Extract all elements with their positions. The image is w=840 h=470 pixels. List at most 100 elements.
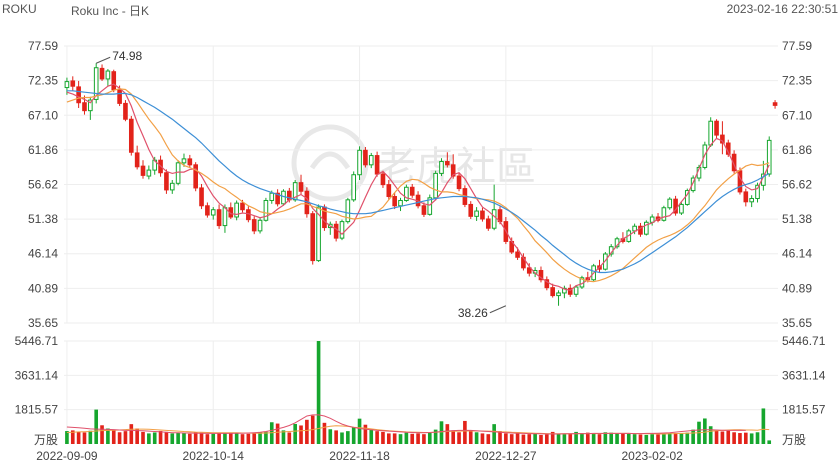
volume-bar bbox=[76, 431, 81, 444]
price-tick-right: 67.10 bbox=[782, 108, 812, 122]
candle-body bbox=[743, 191, 749, 203]
volume-bar bbox=[264, 431, 268, 444]
candle-body bbox=[111, 71, 117, 91]
candle-body bbox=[679, 203, 684, 214]
volume-bar bbox=[228, 433, 233, 444]
candle-body bbox=[357, 149, 362, 176]
candle-body bbox=[544, 279, 550, 289]
candle-body bbox=[567, 287, 573, 295]
candle-body bbox=[292, 182, 298, 201]
volume-bar bbox=[749, 433, 754, 444]
candle-body bbox=[128, 118, 134, 153]
date-tick: 2022-10-14 bbox=[183, 449, 245, 463]
volume-bar bbox=[761, 408, 766, 444]
volume-bar bbox=[703, 418, 707, 444]
volume-bar bbox=[334, 430, 338, 444]
volume-bar bbox=[147, 433, 151, 444]
vol_ma2-line bbox=[66, 414, 746, 435]
candle-body bbox=[363, 149, 368, 166]
candle-body bbox=[766, 139, 772, 175]
candle-body bbox=[755, 184, 760, 200]
candle-body bbox=[175, 162, 181, 184]
volume-bar bbox=[626, 433, 631, 444]
candle-body bbox=[64, 81, 70, 89]
volume-bar bbox=[94, 409, 99, 444]
volume-bar bbox=[667, 432, 672, 444]
price-tick-right: 51.38 bbox=[782, 212, 812, 226]
volume-bar bbox=[679, 433, 684, 444]
volume-bar bbox=[743, 432, 748, 444]
volume-bar bbox=[416, 433, 420, 444]
volume-bar bbox=[205, 434, 210, 444]
volume-bar bbox=[562, 434, 567, 444]
candle-body bbox=[234, 202, 239, 218]
volume-bar bbox=[609, 432, 614, 444]
candle-body bbox=[515, 251, 520, 258]
candle-body bbox=[263, 199, 269, 221]
volume-bar bbox=[445, 424, 450, 444]
volume-bar bbox=[691, 429, 695, 444]
volume-bar bbox=[568, 433, 573, 444]
volume-bar bbox=[545, 434, 549, 444]
volume-tick-left: 1815.57 bbox=[15, 403, 59, 417]
ma10-line bbox=[66, 88, 770, 283]
volume-bar bbox=[433, 429, 438, 444]
moving-averages bbox=[66, 83, 770, 291]
high-marker-line bbox=[95, 56, 111, 64]
volume-bar bbox=[351, 426, 356, 444]
candle-body bbox=[351, 174, 357, 201]
candle-body bbox=[310, 213, 316, 262]
volume-bar bbox=[65, 431, 69, 444]
candle-body bbox=[298, 182, 304, 192]
volume-bar bbox=[305, 419, 309, 444]
volume-bar bbox=[340, 432, 344, 444]
watermark: 老虎社區 bbox=[291, 124, 536, 202]
candle-body bbox=[468, 203, 474, 217]
volume-bar bbox=[533, 433, 537, 444]
price-tick-left: 77.59 bbox=[28, 39, 58, 53]
volume-bar bbox=[755, 432, 760, 444]
volume-bar bbox=[685, 432, 690, 444]
candle-body bbox=[99, 67, 105, 80]
candle-body bbox=[644, 221, 649, 235]
volume-bar bbox=[708, 426, 713, 444]
volume-bar bbox=[410, 433, 415, 444]
volume-bar bbox=[111, 429, 116, 444]
volume-bar bbox=[585, 432, 590, 444]
volume-bar bbox=[644, 434, 649, 444]
candle-body bbox=[714, 120, 719, 136]
candle-body bbox=[70, 80, 76, 87]
candle-body bbox=[538, 269, 544, 281]
volume-bar bbox=[474, 432, 479, 444]
candle-body bbox=[269, 192, 275, 201]
volume-bar bbox=[492, 424, 496, 444]
volume-bar bbox=[299, 425, 303, 444]
x-axis-labels: 2022-09-09 2022-10-14 2022-11-18 2022-12-27… bbox=[36, 449, 683, 463]
volume-tick-right: 5446.71 bbox=[782, 334, 826, 348]
volume-bar bbox=[375, 431, 379, 444]
volume-bar bbox=[591, 433, 596, 444]
candle-body bbox=[445, 161, 450, 166]
volume-bar bbox=[767, 440, 772, 444]
candle-body bbox=[392, 196, 397, 207]
volume-bar bbox=[463, 420, 467, 444]
candle-body bbox=[450, 164, 456, 177]
low-marker-line bbox=[489, 305, 507, 314]
price-tick-right: 46.14 bbox=[782, 247, 812, 261]
volume-bar bbox=[381, 431, 385, 444]
price-tick-left: 61.86 bbox=[28, 143, 58, 157]
candle-body bbox=[433, 172, 438, 199]
volume-unit-right: 万股 bbox=[782, 433, 806, 447]
volume-bar bbox=[504, 433, 508, 444]
candle-body bbox=[333, 223, 339, 239]
candle-body bbox=[749, 198, 754, 203]
candle-body bbox=[404, 186, 409, 201]
volume-bar bbox=[129, 424, 134, 444]
volume-bar bbox=[176, 432, 180, 444]
volume-bar bbox=[152, 432, 157, 444]
volume-panel bbox=[65, 341, 772, 444]
low-marker-label: 38.26 bbox=[458, 306, 488, 320]
volume-bar bbox=[427, 433, 432, 444]
